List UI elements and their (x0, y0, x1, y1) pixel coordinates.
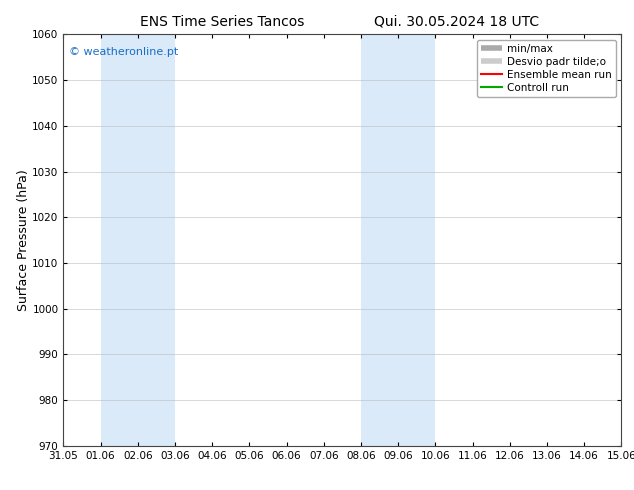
Bar (361, 34, 436, 446)
Y-axis label: Surface Pressure (hPa): Surface Pressure (hPa) (16, 169, 30, 311)
Text: © weatheronline.pt: © weatheronline.pt (69, 47, 178, 57)
Bar (621, 34, 634, 446)
Text: Qui. 30.05.2024 18 UTC: Qui. 30.05.2024 18 UTC (374, 15, 539, 29)
Bar (101, 34, 175, 446)
Legend: min/max, Desvio padr tilde;o, Ensemble mean run, Controll run: min/max, Desvio padr tilde;o, Ensemble m… (477, 40, 616, 97)
Text: ENS Time Series Tancos: ENS Time Series Tancos (139, 15, 304, 29)
